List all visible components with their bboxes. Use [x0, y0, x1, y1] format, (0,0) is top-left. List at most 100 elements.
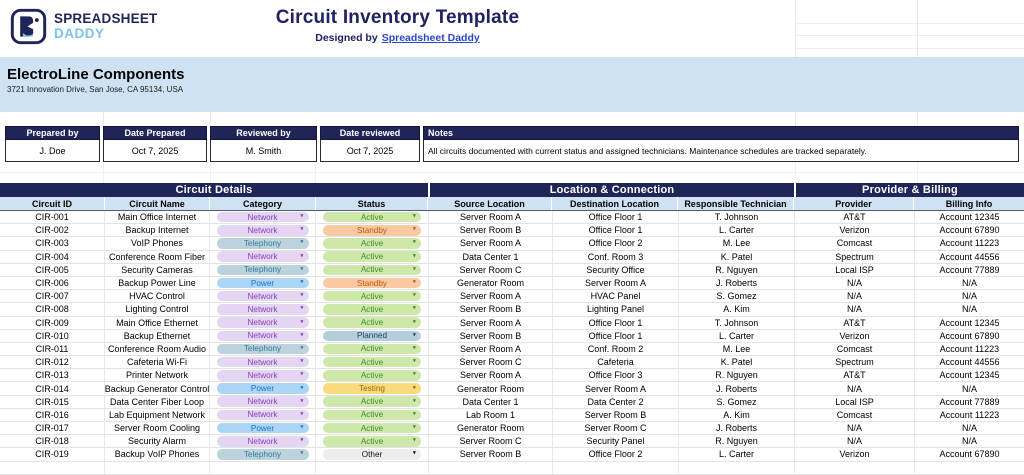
status-dropdown[interactable]: Testing ▾ [323, 383, 421, 394]
cell-provider[interactable]: N/A [795, 276, 915, 291]
status-dropdown[interactable]: Standby ▾ [323, 225, 421, 236]
status-dropdown[interactable]: Active ▾ [323, 356, 421, 368]
cell-responsible-technician[interactable]: M. Lee [679, 237, 795, 251]
cell-status[interactable]: Standby ▾ [316, 276, 429, 291]
cell-destination-location[interactable]: Lighting Panel [553, 303, 679, 317]
cell-circuit-name[interactable]: Conference Room Fiber [105, 250, 210, 264]
cell-circuit-id[interactable]: CIR-008 [0, 303, 105, 317]
cell-status[interactable]: Active ▾ [316, 211, 429, 225]
cell-category[interactable]: Network ▾ [210, 290, 316, 304]
cell-circuit-name[interactable]: Backup VoIP Phones [105, 448, 210, 462]
category-dropdown[interactable]: Network ▾ [216, 211, 309, 223]
cell-source-location[interactable]: Generator Room [429, 422, 553, 436]
cell-destination-location[interactable]: Conf. Room 2 [553, 342, 679, 357]
cell-source-location[interactable]: Server Room A [429, 237, 553, 251]
cell-responsible-technician[interactable]: J. Roberts [679, 382, 795, 396]
cell-status[interactable]: Active ▾ [316, 290, 429, 304]
cell-category[interactable]: Telephony ▾ [210, 342, 316, 357]
cell-responsible-technician[interactable]: M. Lee [679, 342, 795, 357]
status-dropdown[interactable]: Active ▾ [323, 422, 421, 434]
category-dropdown[interactable]: Network ▾ [216, 356, 309, 368]
date-reviewed-cell[interactable]: Oct 7, 2025 [320, 140, 420, 162]
cell-destination-location[interactable] [553, 461, 679, 475]
category-dropdown[interactable]: Network ▾ [216, 396, 309, 407]
cell-circuit-name[interactable]: Data Center Fiber Loop [105, 395, 210, 409]
cell-status[interactable]: Active ▾ [316, 408, 429, 422]
cell-destination-location[interactable]: Office Floor 2 [553, 448, 679, 462]
cell-provider[interactable]: Verizon [795, 224, 915, 238]
cell-billing-info[interactable]: Account 44556 [915, 251, 1024, 264]
cell-circuit-id[interactable] [0, 461, 105, 475]
cell-provider[interactable]: AT&T [795, 369, 915, 383]
category-dropdown[interactable]: Network ▾ [216, 251, 309, 262]
date-prepared-cell[interactable]: Oct 7, 2025 [103, 140, 207, 162]
spreadsheet-daddy-link[interactable]: Spreadsheet Daddy [381, 32, 480, 44]
cell-status[interactable]: Active ▾ [316, 369, 429, 383]
cell-circuit-id[interactable]: CIR-012 [0, 356, 105, 370]
cell-circuit-name[interactable]: Security Cameras [105, 263, 210, 277]
category-dropdown[interactable]: Network ▾ [216, 225, 309, 236]
cell-circuit-name[interactable]: Server Room Cooling [105, 422, 210, 436]
cell-provider[interactable]: Comcast [795, 342, 915, 357]
cell-source-location[interactable]: Data Center 1 [429, 395, 553, 409]
cell-source-location[interactable]: Server Room A [429, 342, 553, 357]
cell-source-location[interactable]: Server Room B [429, 448, 553, 462]
cell-category[interactable]: Network ▾ [210, 435, 316, 449]
cell-provider[interactable]: Spectrum [795, 356, 915, 370]
cell-circuit-id[interactable]: CIR-010 [0, 329, 105, 343]
cell-circuit-id[interactable]: CIR-019 [0, 448, 105, 462]
cell-category[interactable]: Network ▾ [210, 369, 316, 383]
cell-billing-info[interactable]: Account 67890 [915, 224, 1024, 238]
status-dropdown[interactable]: Active ▾ [323, 343, 421, 355]
cell-circuit-id[interactable]: CIR-001 [0, 211, 105, 225]
cell-source-location[interactable]: Server Room A [429, 369, 553, 383]
cell-responsible-technician[interactable]: S. Gomez [679, 290, 795, 304]
cell-billing-info[interactable]: N/A [915, 277, 1024, 291]
cell-status[interactable]: Other ▾ [316, 448, 429, 462]
cell-destination-location[interactable]: Office Floor 3 [553, 369, 679, 383]
cell-circuit-name[interactable]: Conference Room Audio [105, 342, 210, 357]
cell-circuit-name[interactable]: Lighting Control [105, 303, 210, 317]
cell-destination-location[interactable]: Office Floor 2 [553, 237, 679, 251]
cell-provider[interactable] [795, 461, 915, 475]
cell-status[interactable]: Planned ▾ [316, 329, 429, 343]
cell-provider[interactable]: N/A [795, 303, 915, 317]
category-dropdown[interactable]: Telephony ▾ [216, 238, 309, 249]
cell-circuit-id[interactable]: CIR-006 [0, 276, 105, 291]
category-dropdown[interactable]: Network ▾ [216, 317, 309, 328]
status-dropdown[interactable]: Active ▾ [323, 396, 421, 407]
cell-provider[interactable]: Verizon [795, 448, 915, 462]
cell-provider[interactable]: Local ISP [795, 263, 915, 277]
cell-source-location[interactable]: Server Room B [429, 224, 553, 238]
cell-source-location[interactable]: Generator Room [429, 382, 553, 396]
cell-status[interactable]: Active ▾ [316, 356, 429, 370]
prepared-by-cell[interactable]: J. Doe [5, 140, 100, 162]
cell-circuit-name[interactable]: Main Office Ethernet [105, 316, 210, 330]
cell-source-location[interactable]: Server Room C [429, 356, 553, 370]
cell-circuit-id[interactable]: CIR-004 [0, 250, 105, 264]
cell-responsible-technician[interactable]: L. Carter [679, 224, 795, 238]
cell-provider[interactable]: Spectrum [795, 250, 915, 264]
cell-provider[interactable]: N/A [795, 422, 915, 436]
cell-status[interactable]: Active ▾ [316, 316, 429, 330]
cell-circuit-name[interactable]: Backup Internet [105, 224, 210, 238]
category-dropdown[interactable]: Network ▾ [216, 436, 309, 447]
reviewed-by-cell[interactable]: M. Smith [210, 140, 317, 162]
cell-circuit-id[interactable]: CIR-003 [0, 237, 105, 251]
cell-source-location[interactable]: Server Room C [429, 435, 553, 449]
cell-category[interactable]: Network ▾ [210, 395, 316, 409]
cell-provider[interactable]: Comcast [795, 237, 915, 251]
category-dropdown[interactable]: Network ▾ [216, 304, 309, 315]
cell-category[interactable]: Network ▾ [210, 329, 316, 343]
status-dropdown[interactable]: Active ▾ [323, 238, 421, 249]
cell-status[interactable]: Active ▾ [316, 250, 429, 264]
cell-circuit-id[interactable]: CIR-016 [0, 408, 105, 422]
status-dropdown[interactable]: Active ▾ [323, 211, 421, 223]
cell-status[interactable]: Active ▾ [316, 395, 429, 409]
status-dropdown[interactable]: Active ▾ [323, 436, 421, 447]
cell-provider[interactable]: Comcast [795, 408, 915, 422]
cell-source-location[interactable]: Server Room B [429, 329, 553, 343]
cell-destination-location[interactable]: Server Room C [553, 422, 679, 436]
cell-circuit-name[interactable]: HVAC Control [105, 290, 210, 304]
cell-status[interactable]: Active ▾ [316, 263, 429, 277]
